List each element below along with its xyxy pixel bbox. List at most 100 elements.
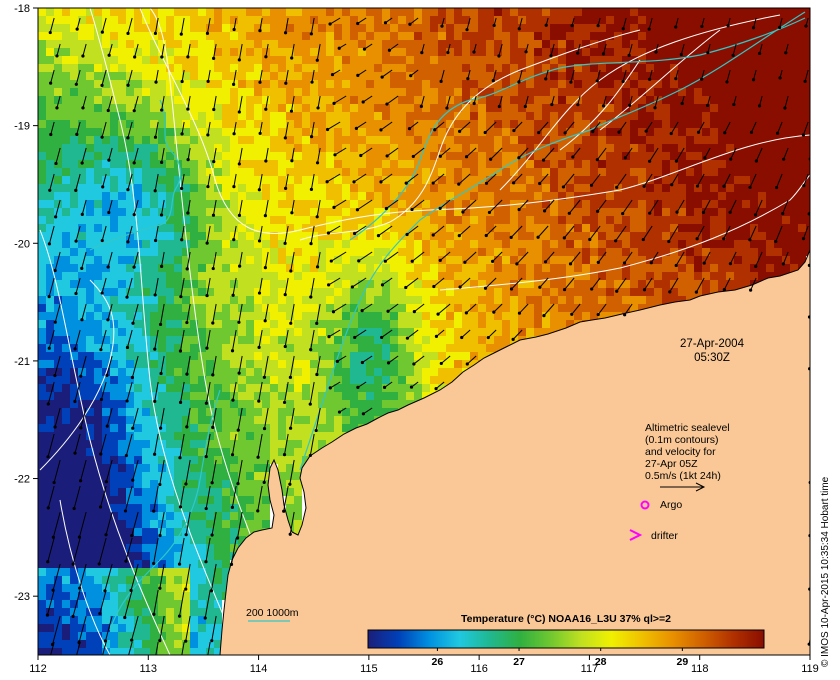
- sst-cell: [358, 96, 366, 104]
- sst-cell: [350, 288, 358, 296]
- sst-cell: [430, 376, 438, 384]
- sst-cell: [78, 336, 86, 344]
- sst-cell: [246, 472, 254, 480]
- sst-cell: [230, 160, 238, 168]
- sst-cell: [526, 120, 534, 128]
- sst-cell: [294, 248, 302, 256]
- sst-cell: [174, 352, 182, 360]
- sst-cell: [462, 72, 470, 80]
- sst-cell: [470, 120, 478, 128]
- sst-cell: [366, 208, 374, 216]
- sst-cell: [350, 144, 358, 152]
- sst-cell: [702, 24, 710, 32]
- sst-cell: [310, 448, 318, 456]
- sst-cell: [206, 384, 214, 392]
- sst-cell: [446, 120, 454, 128]
- sst-cell: [294, 384, 302, 392]
- sst-cell: [598, 8, 606, 16]
- sst-cell: [118, 272, 126, 280]
- sst-cell: [150, 248, 158, 256]
- sst-cell: [54, 208, 62, 216]
- sst-cell: [486, 256, 494, 264]
- sst-cell: [446, 376, 454, 384]
- sst-cell: [478, 96, 486, 104]
- sst-cell: [134, 376, 142, 384]
- sst-cell: [278, 88, 286, 96]
- sst-cell: [374, 80, 382, 88]
- sst-cell: [798, 152, 806, 160]
- sst-cell: [582, 160, 590, 168]
- sst-cell: [398, 32, 406, 40]
- sst-cell: [766, 160, 774, 168]
- sst-cell: [382, 96, 390, 104]
- sst-cell: [462, 168, 470, 176]
- sst-cell: [526, 208, 534, 216]
- sst-cell: [62, 424, 70, 432]
- sst-cell: [310, 144, 318, 152]
- sst-cell: [134, 88, 142, 96]
- sst-cell: [294, 16, 302, 24]
- sst-cell: [470, 40, 478, 48]
- sst-cell: [54, 504, 62, 512]
- sst-cell: [262, 48, 270, 56]
- sst-cell: [638, 248, 646, 256]
- sst-cell: [654, 200, 662, 208]
- sst-cell: [86, 48, 94, 56]
- sst-cell: [94, 520, 102, 528]
- sst-cell: [798, 96, 806, 104]
- sst-cell: [758, 264, 766, 272]
- sst-cell: [558, 280, 566, 288]
- sst-cell: [350, 416, 358, 424]
- sst-cell: [150, 112, 158, 120]
- sst-cell: [150, 232, 158, 240]
- sst-cell: [718, 192, 726, 200]
- sst-cell: [438, 368, 446, 376]
- sst-cell: [110, 104, 118, 112]
- sst-cell: [590, 208, 598, 216]
- sst-cell: [206, 88, 214, 96]
- sst-cell: [326, 88, 334, 96]
- sst-cell: [294, 144, 302, 152]
- sst-cell: [406, 96, 414, 104]
- sst-cell: [118, 128, 126, 136]
- sst-cell: [590, 152, 598, 160]
- sst-cell: [430, 88, 438, 96]
- sst-cell: [62, 192, 70, 200]
- sst-cell: [750, 272, 758, 280]
- sst-cell: [374, 152, 382, 160]
- sst-cell: [286, 504, 294, 512]
- sst-cell: [358, 336, 366, 344]
- sst-cell: [318, 32, 326, 40]
- sst-cell: [366, 24, 374, 32]
- sst-cell: [750, 144, 758, 152]
- sst-cell: [390, 192, 398, 200]
- sst-cell: [174, 32, 182, 40]
- sst-cell: [254, 264, 262, 272]
- sst-cell: [350, 8, 358, 16]
- sst-cell: [326, 40, 334, 48]
- sst-cell: [126, 384, 134, 392]
- sst-cell: [262, 376, 270, 384]
- sst-cell: [166, 8, 174, 16]
- sst-cell: [286, 184, 294, 192]
- sst-cell: [430, 56, 438, 64]
- sst-cell: [286, 200, 294, 208]
- sst-cell: [134, 168, 142, 176]
- sst-cell: [654, 152, 662, 160]
- sst-cell: [454, 160, 462, 168]
- sst-cell: [542, 24, 550, 32]
- sst-cell: [230, 424, 238, 432]
- sst-cell: [702, 120, 710, 128]
- sst-cell: [158, 152, 166, 160]
- sst-cell: [470, 24, 478, 32]
- sst-cell: [478, 336, 486, 344]
- sst-cell: [310, 192, 318, 200]
- sst-cell: [126, 240, 134, 248]
- sst-cell: [438, 8, 446, 16]
- sst-cell: [142, 232, 150, 240]
- sst-cell: [118, 16, 126, 24]
- sst-cell: [62, 128, 70, 136]
- sst-cell: [126, 120, 134, 128]
- sst-cell: [766, 88, 774, 96]
- sst-cell: [614, 104, 622, 112]
